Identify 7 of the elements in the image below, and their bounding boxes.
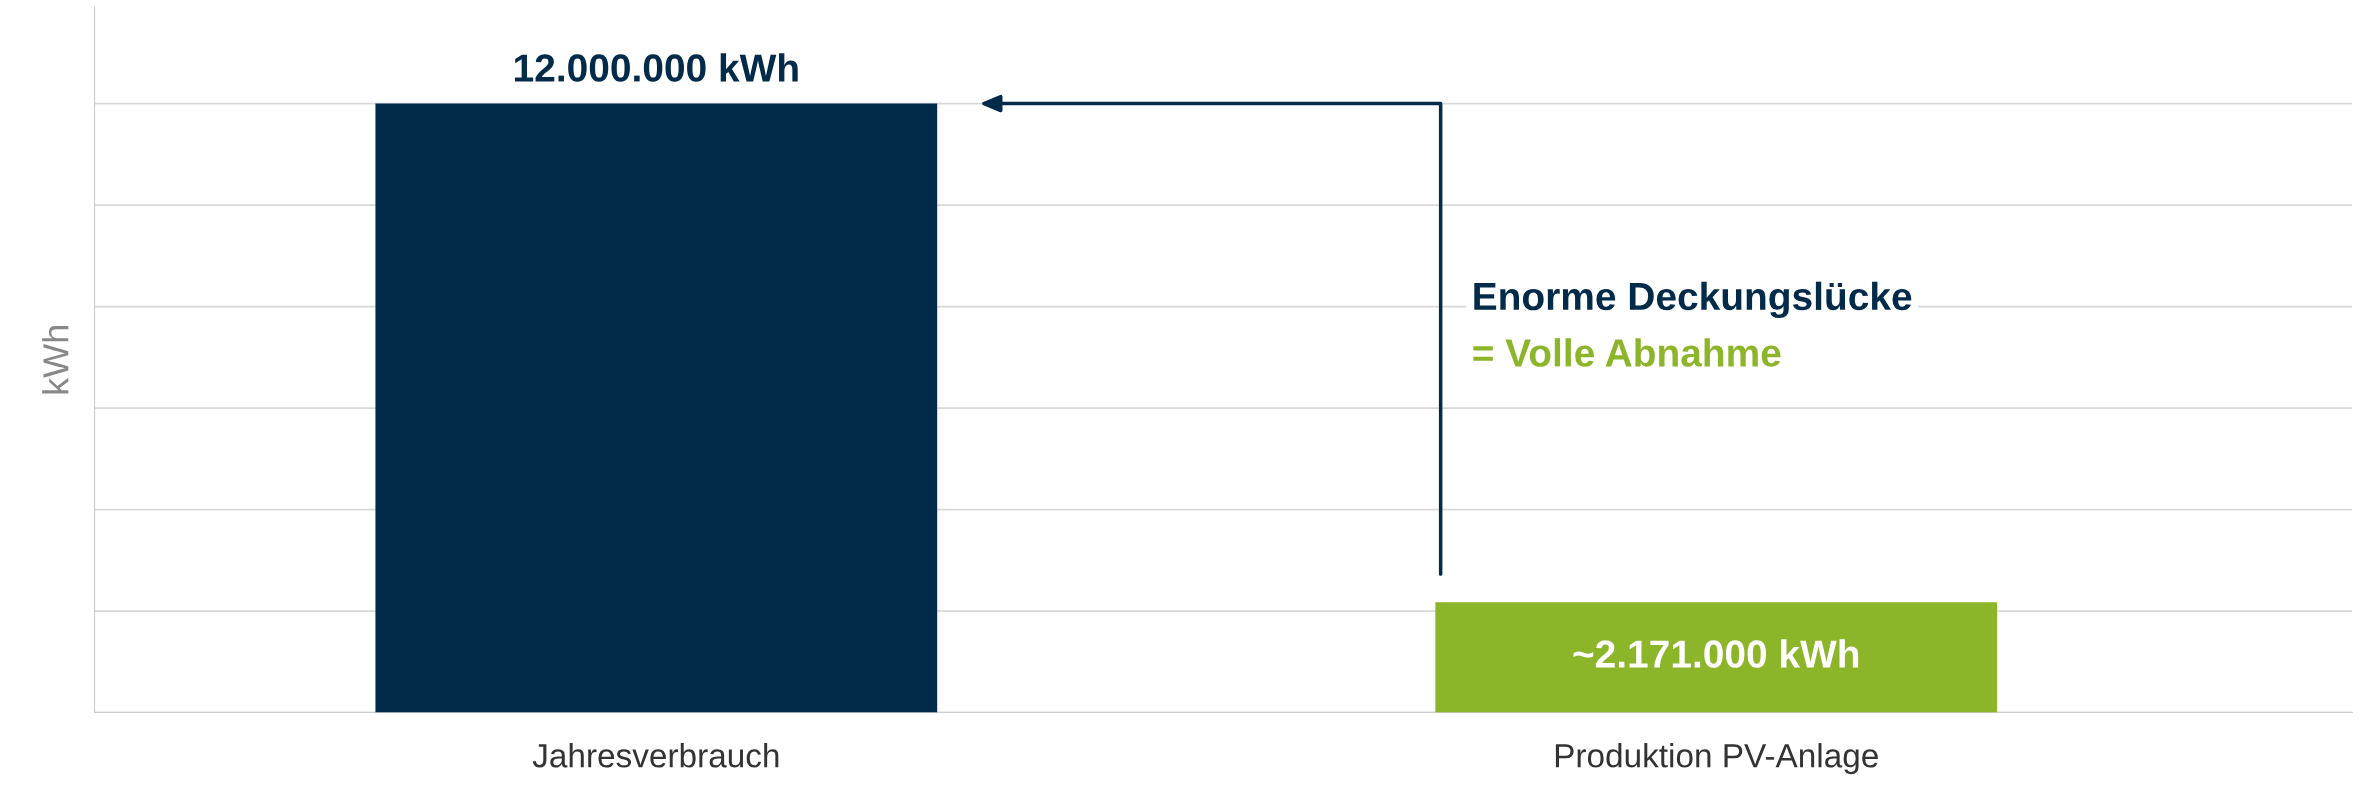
x-tick-label: Jahresverbrauch bbox=[532, 743, 779, 768]
x-tick-label: Produktion PV-Anlage bbox=[1555, 743, 1878, 775]
data-label: ~2.171.000 kWh bbox=[1573, 639, 1859, 668]
annotation: = Volle Abnahme bbox=[1473, 338, 1781, 367]
annotation: Enorme Deckungslücke bbox=[1474, 281, 1912, 319]
data-label: 12.000.000 kWh bbox=[515, 53, 798, 82]
y-axis-title: kWh bbox=[42, 326, 69, 394]
